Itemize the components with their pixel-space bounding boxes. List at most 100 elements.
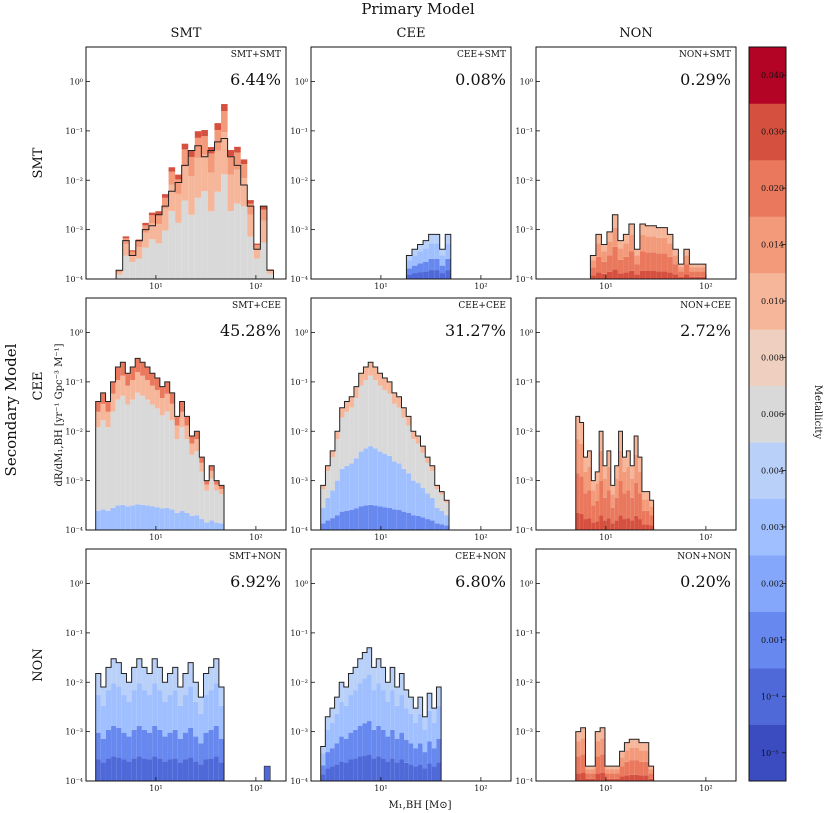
bar-segment [188,686,194,728]
bar-segment [141,729,148,759]
bar-segment [689,267,695,272]
colorbar-swatch [749,385,786,443]
bar-segment [214,191,222,279]
bar-segment [120,504,126,530]
bar-segment [436,762,442,781]
bar-segment [152,683,158,726]
bar-segment [95,695,101,733]
bar-segment [422,716,428,730]
bar-segment [204,522,210,530]
row-title-smt: SMT [31,147,46,178]
bar-segment [420,452,426,489]
bar-segment [431,722,437,749]
bar-segment [410,431,416,440]
bar-segment [603,497,607,521]
bar-segment [100,420,106,510]
bar-segment [162,702,168,737]
bar-segment [656,253,662,272]
bar-segment [218,687,225,706]
x-axis-label: M₁,BH [M⊙] [388,800,451,811]
histogram-outline [589,214,707,279]
bar-segment [164,381,170,394]
bar-segment [353,386,359,399]
bar-segment [694,267,701,272]
bar-segment [406,260,412,269]
colorbar-swatch [749,555,786,612]
bar-segment [639,742,644,751]
bar-segment [162,230,169,279]
bar-segment [575,756,581,774]
y-tick-label: 10⁻³ [290,477,308,486]
bar-segment [111,756,117,781]
bar-segment [100,509,106,530]
colorbar-swatch [749,724,786,782]
bar-segment [580,727,586,739]
bar-segment [439,273,446,279]
y-tick-label: 10⁻³ [290,226,308,235]
bar-segment [358,385,364,452]
bar-segment [600,738,605,755]
bar-segment [423,248,429,262]
bar-segment [105,729,112,759]
bar-segment [401,417,407,469]
bar-segment [595,243,602,257]
bar-segment [645,499,650,511]
bar-segment [445,258,451,271]
bar-segment [595,500,600,522]
bar-segment [159,386,165,399]
bar-segment [135,504,141,530]
bar-segment [431,748,437,767]
bar-segment [95,673,101,696]
bar-segment [436,687,442,706]
bar-segment [358,373,364,386]
bar-segment [428,258,435,271]
bar-segment [126,736,132,762]
panel-non-non: 10⁻⁴ 10⁻³ 10⁻² 10⁻¹ 10⁰ 10¹ 10² NON+NON 0.20% [515,548,737,793]
bar-segment [376,725,381,757]
x-tick-label: 10¹ [599,533,612,542]
bar-segment [606,241,613,256]
bar-segment [430,470,435,498]
bar-segment [334,764,340,781]
bar-segment [618,480,623,516]
bar-segment [349,407,354,464]
bar-segment [579,476,584,514]
bar-segment [372,380,378,449]
bar-segment [198,697,204,714]
bar-segment [678,264,684,268]
bar-segment [410,515,416,530]
bar-segment [591,490,596,506]
bar-segment [155,224,163,244]
x-tick-label: 10² [474,533,487,542]
bar-segment [439,494,445,511]
bar-segment [628,235,635,252]
bar-segment [645,524,650,530]
bar-segment [325,768,330,781]
bar-segment [353,508,359,530]
bar-segment [174,439,180,513]
bar-segment [590,255,596,261]
bar-segment [110,381,116,394]
bar-segment [599,480,604,516]
bar-segment [357,756,363,781]
bar-segment [624,761,630,776]
bar-segment [385,682,391,703]
bar-segment [590,778,596,781]
y-tick-label: 10⁻⁴ [515,777,533,786]
bar-segment [700,276,706,279]
bar-segment [193,702,199,737]
panel-cee-smt: 10⁻⁴ 10⁻³ 10⁻² 10⁻¹ 10⁰ 10¹ 10² CEE+SMT 0.08% [290,46,512,291]
bar-segment [422,729,428,753]
bar-segment [353,667,358,691]
bar-segment [213,683,219,726]
y-tick-label: 10⁻² [290,176,308,185]
bar-segment [604,773,610,779]
panel-frame [310,297,512,531]
bar-segment [387,393,392,456]
bar-segment [219,523,225,530]
panel-non-cee: 10⁻⁴ 10⁻³ 10⁻² 10⁻¹ 10⁰ 10¹ 10² NON+CEE 2.72% [515,297,737,542]
bar-segment [325,497,331,521]
bar-segment [154,507,160,530]
bar-segment [434,234,440,244]
bar-segment [634,483,639,516]
